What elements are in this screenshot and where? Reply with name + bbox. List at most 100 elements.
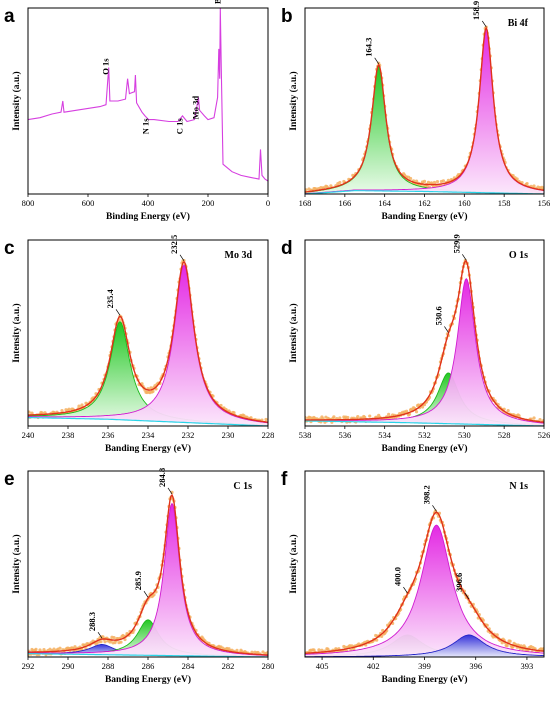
peak-label-232.5: 232.5 <box>169 235 179 254</box>
x-tick-label: 526 <box>538 430 550 440</box>
y-axis-label: Intensity (a.u.) <box>288 71 299 130</box>
peak-arrow <box>143 591 149 598</box>
raw-data-point <box>375 638 379 642</box>
raw-data-point <box>52 647 56 651</box>
x-tick-label: 234 <box>142 430 156 440</box>
x-tick-label: 402 <box>367 661 380 671</box>
peak-label-288.3: 288.3 <box>87 612 97 631</box>
plot-frame <box>27 7 269 195</box>
peak-label-400.0: 400.0 <box>392 567 402 586</box>
x-tick-label: 238 <box>62 430 75 440</box>
peak-label-164.3: 164.3 <box>364 38 374 57</box>
raw-data-point <box>40 411 44 415</box>
x-tick-label: 396 <box>469 661 482 671</box>
plot-area <box>305 258 544 426</box>
x-tick-label: 393 <box>521 661 534 671</box>
raw-data-point <box>506 409 510 413</box>
raw-data-point <box>363 415 367 420</box>
raw-data-point <box>422 179 427 183</box>
x-tick-label: 232 <box>182 430 195 440</box>
component-fill-232.5 <box>28 265 268 426</box>
survey-annotation: Bi 4f <box>212 0 222 4</box>
raw-data-point <box>60 409 64 413</box>
peak-arrow <box>403 586 408 594</box>
envelope-line <box>28 260 268 423</box>
raw-data-point <box>338 180 342 185</box>
peak-arrow <box>115 309 121 316</box>
background-line <box>28 653 268 657</box>
panel-title: Bi 4f <box>508 18 529 29</box>
panel-letter: a <box>4 6 15 27</box>
raw-data-point <box>368 414 372 418</box>
x-tick-label: 160 <box>458 198 471 208</box>
raw-data-point <box>381 628 385 633</box>
raw-data-point <box>515 177 519 181</box>
raw-data-point <box>346 415 350 420</box>
component-fill-529.9 <box>305 278 544 426</box>
x-tick-label: 399 <box>418 661 431 671</box>
x-tick-label: 528 <box>498 430 511 440</box>
x-tick-label: 538 <box>299 430 312 440</box>
raw-data-point <box>67 407 71 411</box>
x-axis-label: Banding Energy (eV) <box>381 443 467 454</box>
y-axis-label: Intensity (a.u.) <box>288 303 299 362</box>
x-tick-label: 0 <box>266 198 270 208</box>
raw-data-point <box>58 646 62 650</box>
y-axis-label: Intensity (a.u.) <box>11 534 22 593</box>
panel-letter: d <box>281 238 293 259</box>
component-line-284.8 <box>28 502 268 656</box>
component-fill-164.3 <box>305 65 544 194</box>
raw-data-point <box>414 179 419 183</box>
x-tick-label: 228 <box>262 430 275 440</box>
peak-label-398.2: 398.2 <box>421 485 431 504</box>
plot-area <box>28 259 268 426</box>
raw-data-point <box>28 410 31 414</box>
envelope-line <box>305 511 544 654</box>
x-tick-label: 162 <box>418 198 431 208</box>
x-tick-label: 164 <box>378 198 392 208</box>
panel-a: a O 1s N 1s C 1s Mo 3d Bi 4f 800 600 400 200 0 Bind… <box>4 0 270 222</box>
component-fill-396.6 <box>305 635 544 657</box>
component-line-232.5 <box>28 264 268 424</box>
raw-data-point <box>80 403 84 407</box>
peak-label-529.9: 529.9 <box>451 234 461 253</box>
raw-data-point <box>149 386 153 390</box>
component-line-398.2 <box>305 524 544 655</box>
raw-data-point <box>232 411 236 415</box>
raw-data-point <box>414 410 419 414</box>
panel-d: d 530.6 529.9 538 536 534 532 530 528 526 Banding … <box>281 234 550 454</box>
component-fill-158.9 <box>305 28 544 194</box>
raw-data-point <box>356 414 360 419</box>
raw-data-point <box>261 650 265 654</box>
background-line <box>28 416 268 426</box>
panel-letter: e <box>4 469 15 490</box>
x-tick-label: 292 <box>22 661 35 671</box>
raw-data-point <box>495 633 499 637</box>
raw-data-point <box>517 414 521 418</box>
peak-label-285.9: 285.9 <box>133 571 143 590</box>
y-axis-label: Intensity (a.u.) <box>288 534 299 593</box>
x-axis-label: Banding Energy (eV) <box>381 211 467 222</box>
survey-annotation: C 1s <box>175 118 185 135</box>
raw-data-point <box>119 640 123 644</box>
x-tick-label: 536 <box>338 430 351 440</box>
raw-data-point <box>338 416 342 420</box>
x-axis-label: Binding Energy (eV) <box>106 211 190 222</box>
raw-data-point <box>320 648 324 652</box>
y-axis-label: Intensity (a.u.) <box>11 71 22 130</box>
survey-annotation: Mo 3d <box>190 96 200 120</box>
raw-data-point <box>326 647 330 651</box>
raw-data-point <box>264 417 268 422</box>
raw-data-point <box>151 389 155 393</box>
raw-data-point <box>112 635 116 640</box>
x-axis-label: Banding Energy (eV) <box>105 443 191 454</box>
raw-data-point <box>420 405 425 409</box>
x-tick-label: 158 <box>498 198 511 208</box>
panel-letter: b <box>281 6 293 27</box>
x-tick-label: 284 <box>182 661 196 671</box>
survey-annotation: N 1s <box>141 118 151 135</box>
raw-data-point <box>500 641 504 645</box>
peak-label-235.4: 235.4 <box>105 288 115 308</box>
survey-line <box>28 8 268 182</box>
